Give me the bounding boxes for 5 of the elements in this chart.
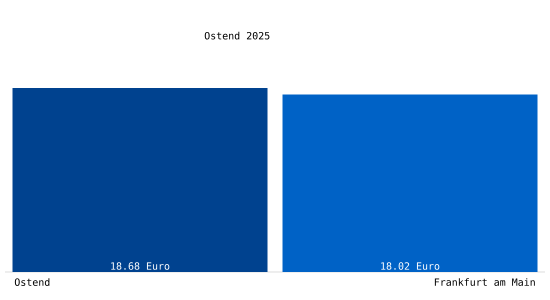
data-label: 18.68 Euro bbox=[111, 262, 170, 270]
x-tick-label: Ostend bbox=[14, 278, 50, 286]
data-label: 18.02 Euro bbox=[381, 262, 440, 270]
x-tick-label: Frankfurt am Main bbox=[434, 278, 535, 286]
chart-title: Ostend 2025 bbox=[204, 32, 270, 40]
